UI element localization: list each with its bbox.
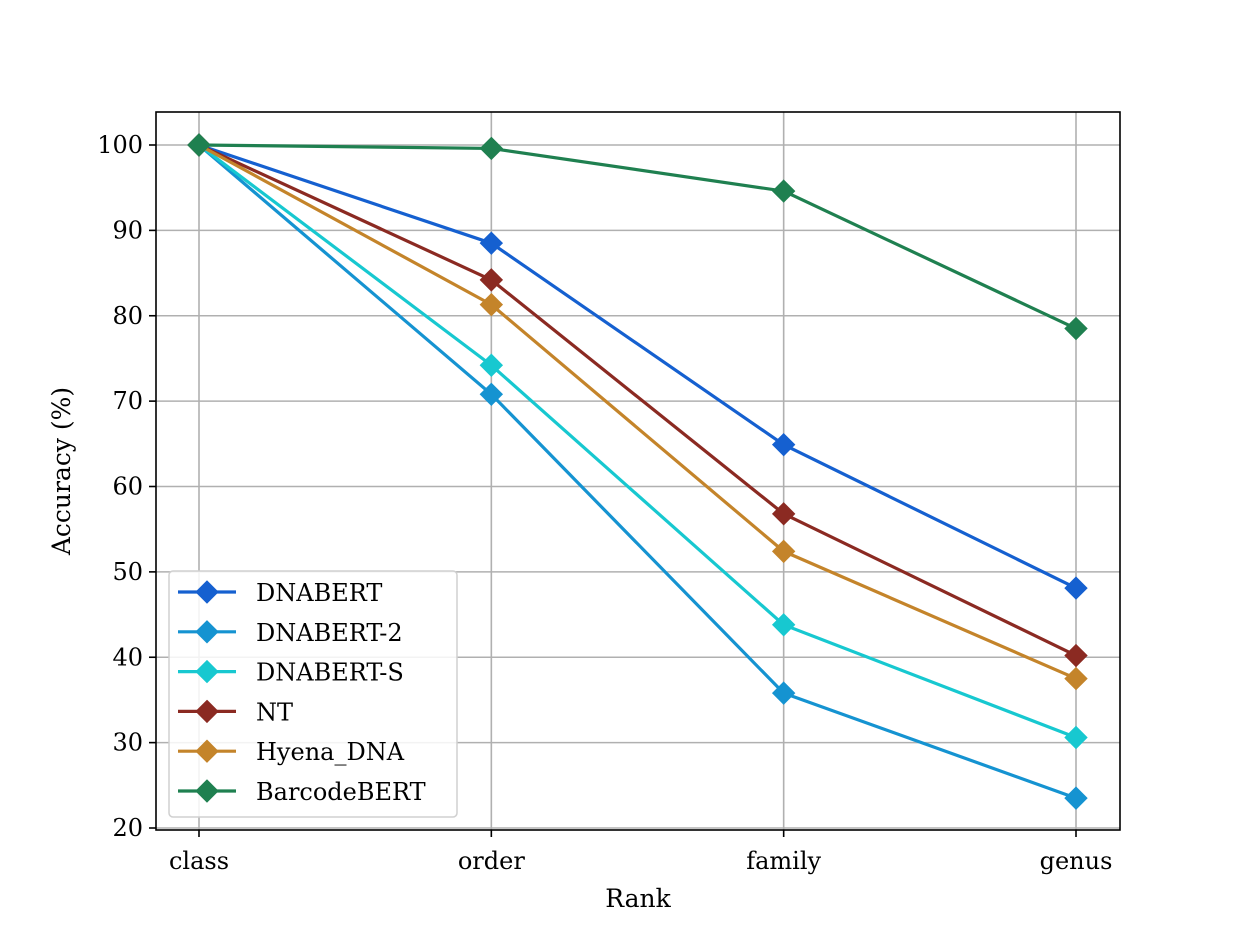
data-point xyxy=(771,613,796,637)
x-axis-title: Rank xyxy=(605,884,671,913)
legend-label: DNABERT xyxy=(256,579,382,607)
legend-swatch-marker xyxy=(195,620,219,644)
series-line xyxy=(198,143,1077,739)
legend-item: DNABERT xyxy=(178,579,382,607)
data-point xyxy=(479,136,504,161)
legend-label: Hyena_DNA xyxy=(256,738,405,766)
legend-swatch-marker xyxy=(195,739,219,763)
legend-item: NT xyxy=(178,698,293,726)
data-point xyxy=(479,292,504,317)
series-line xyxy=(197,143,1077,800)
data-point xyxy=(1064,666,1088,691)
data-point xyxy=(771,502,796,526)
y-tick-label: 100 xyxy=(97,131,143,159)
legend-swatch-marker xyxy=(195,779,219,803)
legend-item: BarcodeBERT xyxy=(178,778,426,806)
legend-item: DNABERT-S xyxy=(178,659,404,687)
legend-swatch-marker xyxy=(195,699,219,724)
y-tick-label: 70 xyxy=(112,387,143,415)
data-point xyxy=(1064,725,1088,750)
data-point xyxy=(771,432,796,457)
data-point xyxy=(1064,316,1088,341)
data-point xyxy=(1064,786,1088,810)
y-tick-label: 20 xyxy=(112,814,143,842)
data-point xyxy=(479,353,504,377)
legend-item: DNABERT-2 xyxy=(178,619,403,647)
y-tick-label: 80 xyxy=(112,302,143,330)
data-point xyxy=(771,539,796,564)
series-line xyxy=(198,143,1077,657)
y-tick-label: 90 xyxy=(112,216,143,244)
axis-layer: class order family genus 20 30 40 50 60 70 80 90 100 xyxy=(97,131,1112,875)
data-point xyxy=(1064,576,1088,600)
data-point xyxy=(771,179,796,203)
legend-label: DNABERT-S xyxy=(256,659,404,687)
data-point xyxy=(479,268,504,292)
x-tick-label: class xyxy=(169,847,229,875)
plot-frame xyxy=(155,111,1121,831)
series-line xyxy=(198,143,1077,331)
x-tick-label: genus xyxy=(1040,847,1113,875)
y-axis-title: Accuracy (%) xyxy=(47,387,76,556)
legend-item: Hyena_DNA xyxy=(178,738,405,766)
data-point xyxy=(1064,643,1088,668)
legend-label: NT xyxy=(256,698,293,726)
legend: DNABERT DNABERT-2 DNABERT-S NT Hyena_DNA Barc… xyxy=(168,570,458,818)
data-point xyxy=(479,231,504,255)
series-dnabert xyxy=(187,133,1088,600)
series-line xyxy=(198,143,1077,590)
legend-box xyxy=(168,570,458,818)
x-tick-label: family xyxy=(746,847,821,875)
series-layer xyxy=(187,133,1088,810)
legend-label: DNABERT-2 xyxy=(256,619,403,647)
series-line xyxy=(198,143,1077,681)
legend-swatch-marker xyxy=(195,659,219,684)
legend-swatch-marker xyxy=(195,580,219,604)
y-tick-label: 50 xyxy=(112,558,143,586)
x-tick-label: order xyxy=(458,847,525,875)
data-point xyxy=(771,681,796,705)
series-barcodebert xyxy=(187,133,1088,341)
y-tick-label: 40 xyxy=(112,643,143,671)
y-tick-label: 60 xyxy=(112,473,143,501)
data-point xyxy=(479,382,504,407)
legend-label: BarcodeBERT xyxy=(256,778,426,806)
data-point xyxy=(187,133,211,157)
y-tick-label: 30 xyxy=(112,729,143,757)
